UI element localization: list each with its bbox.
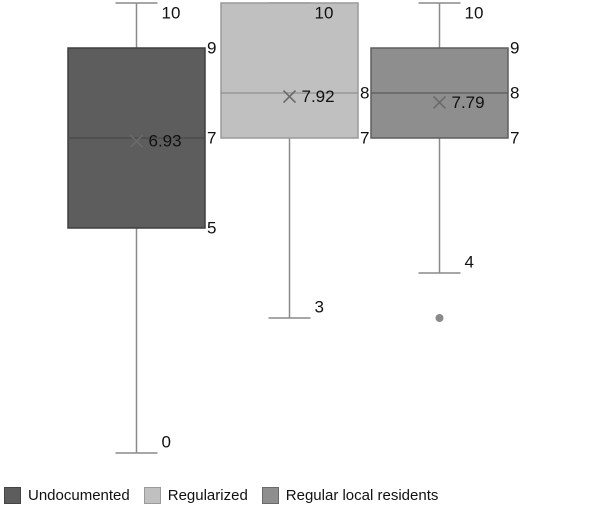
- label-max-regular-local-residents: 10: [465, 3, 484, 22]
- label-min-undocumented: 0: [162, 432, 171, 451]
- label-min-regularized: 3: [315, 297, 324, 316]
- outlier-point-regular-local-residents-0: [435, 314, 444, 322]
- label-max-undocumented: 10: [162, 3, 181, 22]
- legend-item-regularized: Regularized: [143, 487, 248, 504]
- mean-marker-undocumented: [129, 134, 144, 148]
- label-q3-undocumented: 9: [207, 38, 216, 57]
- legend-label-undocumented: Undocumented: [28, 487, 130, 504]
- mean-label-regular-local-residents: 7.79: [452, 93, 485, 112]
- label-min-regular-local-residents: 4: [465, 252, 474, 271]
- label-median-regularized: 8: [360, 83, 369, 102]
- label-median-regular-local-residents: 8: [510, 83, 519, 102]
- legend-item-undocumented: Undocumented: [4, 487, 130, 504]
- legend-label-regularized: Regularized: [167, 487, 248, 504]
- mean-label-undocumented: 6.93: [149, 132, 182, 151]
- label-q1-regular-local-residents: 7: [510, 128, 519, 147]
- label-max-regularized: 10: [315, 3, 334, 22]
- mean-marker-regularized: [282, 90, 297, 104]
- label-q3-regular-local-residents: 9: [510, 38, 519, 57]
- legend-label-regular-local-residents: Regular local residents: [285, 487, 439, 504]
- label-q1-regularized: 7: [360, 128, 369, 147]
- legend: Undocumented Regularized Regular local r…: [4, 487, 452, 504]
- legend-swatch-undocumented: [4, 487, 21, 504]
- label-q1-undocumented: 5: [207, 218, 216, 237]
- mean-marker-regular-local-residents: [432, 95, 447, 110]
- legend-swatch-regular-local-residents: [261, 487, 279, 504]
- legend-swatch-regularized: [143, 487, 161, 504]
- label-median-undocumented: 7: [207, 128, 216, 147]
- box-regularized: [220, 2, 359, 139]
- legend-item-regular-local-residents: Regular local residents: [261, 487, 439, 504]
- mean-label-regularized: 7.92: [302, 87, 335, 106]
